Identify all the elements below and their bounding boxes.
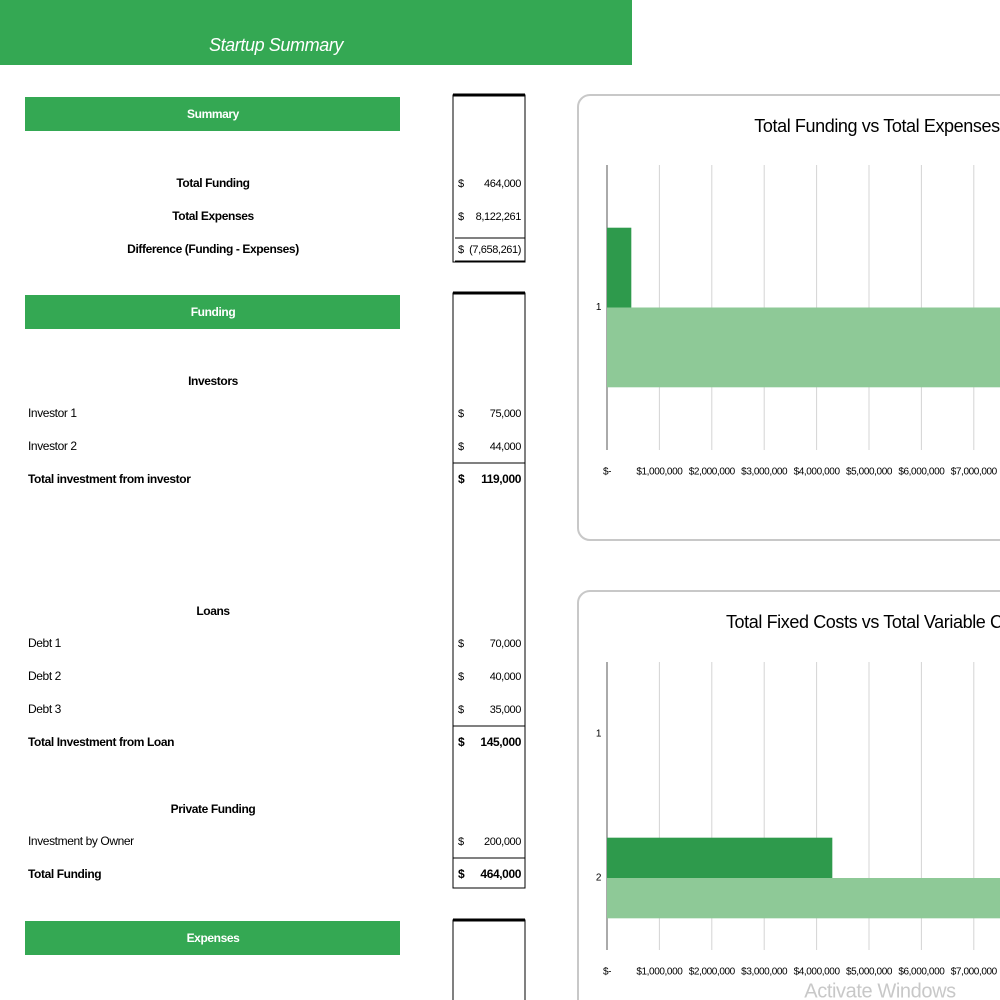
group-heading: Loans: [196, 604, 230, 618]
row-label: Debt 3: [28, 702, 62, 716]
chart: Total Funding vs Total Expenses $- $1,000,…: [577, 94, 1000, 541]
x-tick-label: $3,000,000: [741, 467, 788, 478]
currency: $: [458, 704, 464, 716]
x-tick-label: $-: [603, 967, 611, 978]
x-tick-label: $1,000,000: [636, 467, 683, 478]
currency: $: [458, 244, 464, 256]
group-heading: Private Funding: [171, 802, 256, 816]
x-tick-label: $5,000,000: [846, 467, 893, 478]
y-tick-label: 1: [596, 729, 602, 740]
x-tick-label: $2,000,000: [689, 467, 736, 478]
x-tick-label: $4,000,000: [794, 467, 841, 478]
amount: 35,000: [490, 704, 522, 716]
x-tick-label: $3,000,000: [741, 967, 788, 978]
x-tick-label: $2,000,000: [689, 967, 736, 978]
bar: [607, 878, 1000, 919]
x-tick-label: $7,000,000: [951, 967, 998, 978]
x-tick-label: $6,000,000: [898, 967, 945, 978]
row-label: Investment by Owner: [28, 834, 134, 848]
header-title: Startup Summary: [209, 35, 344, 55]
x-tick-label: $6,000,000: [898, 467, 945, 478]
currency: $: [458, 836, 464, 848]
row-label: Total investment from investor: [28, 472, 191, 486]
x-tick-label: $4,000,000: [794, 967, 841, 978]
x-tick-label: $1,000,000: [636, 967, 683, 978]
currency: $: [458, 671, 464, 683]
amount: 145,000: [480, 735, 521, 749]
amount: 70,000: [490, 638, 522, 650]
currency: $: [458, 408, 464, 420]
row-label: Total Investment from Loan: [28, 735, 174, 749]
amount: 464,000: [480, 867, 521, 881]
section-bar: [25, 921, 400, 955]
amount: 119,000: [481, 472, 522, 486]
section-bar: [25, 97, 400, 131]
amount: 464,000: [484, 178, 521, 190]
group-heading: Investors: [188, 374, 238, 388]
bar: [607, 837, 833, 878]
amount: 75,000: [490, 408, 522, 420]
x-tick-label: $5,000,000: [846, 967, 893, 978]
currency: $: [458, 178, 464, 190]
row-label: Total Expenses: [172, 209, 254, 223]
amount: 44,000: [490, 441, 522, 453]
amount: 40,000: [490, 671, 522, 683]
row-label: Debt 1: [28, 636, 62, 650]
amount: 8,122,261: [476, 211, 522, 223]
chart-title: Total Funding vs Total Expenses: [754, 116, 1000, 136]
row-label: Difference (Funding - Expenses): [127, 242, 299, 256]
section-title: Expenses: [187, 931, 241, 945]
section-bar: [25, 295, 400, 329]
row-label: Total Funding: [176, 176, 249, 190]
row-label: Debt 2: [28, 669, 62, 683]
header-banner: [0, 0, 632, 65]
currency: $: [458, 735, 465, 749]
currency: $: [458, 867, 465, 881]
y-tick-label: 2: [596, 873, 602, 884]
amount: 200,000: [484, 836, 521, 848]
section-title: Funding: [191, 305, 236, 319]
bar: [607, 307, 1000, 388]
chart: Total Fixed Costs vs Total Variable Cost…: [577, 590, 1000, 1000]
x-tick-label: $-: [603, 467, 611, 478]
y-tick-label: 1: [596, 302, 602, 313]
value-box: [452, 292, 526, 889]
x-tick-label: $7,000,000: [951, 467, 998, 478]
currency: $: [458, 638, 464, 650]
currency: $: [458, 441, 464, 453]
os-watermark: Activate Windows: [804, 980, 956, 1000]
currency: $: [458, 211, 464, 223]
amount: (7,658,261): [469, 244, 521, 256]
bar: [607, 227, 632, 308]
currency: $: [458, 472, 465, 486]
section-title: Summary: [187, 107, 240, 121]
chart-card: [577, 590, 1000, 1000]
row-label: Total Funding: [28, 867, 101, 881]
chart-title: Total Fixed Costs vs Total Variable Cost…: [726, 612, 1000, 632]
row-label: Investor 1: [28, 406, 77, 420]
row-label: Investor 2: [28, 439, 77, 453]
value-box: [452, 919, 526, 1000]
